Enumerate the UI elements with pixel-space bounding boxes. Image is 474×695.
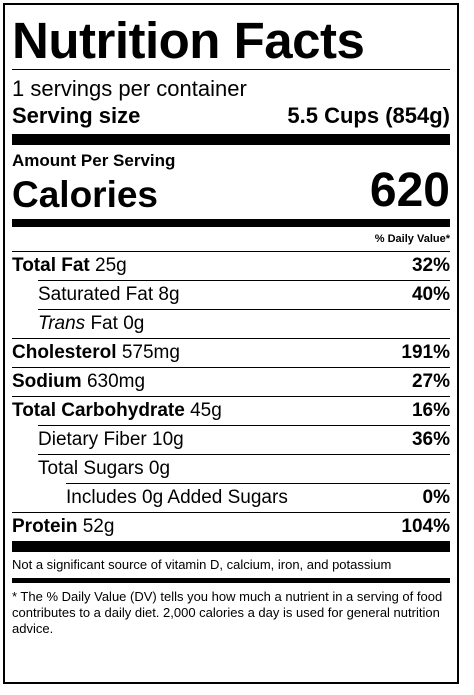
servings-per-container: 1 servings per container — [12, 76, 247, 101]
nutrient-amount: 25g — [95, 255, 127, 276]
nutrient-amount: 575mg — [121, 342, 180, 363]
nutrient-label: Fat — [90, 313, 118, 334]
nutrient-row-sodium: Sodium 630mg 27% — [12, 367, 450, 396]
not-significant-note: Not a significant source of vitamin D, c… — [12, 557, 392, 572]
serving-size-value: 5.5 Cups (854g) — [287, 103, 450, 128]
label-title: Nutrition Facts — [12, 12, 365, 69]
nutrient-amount: 0g — [123, 313, 145, 334]
nutrient-label: Saturated Fat — [38, 284, 154, 305]
nutrient-amount: 630mg — [86, 371, 146, 392]
nutrient-row-protein: Protein 52g 104% — [12, 512, 450, 541]
nutrient-row-added-sugars: Includes 0g Added Sugars 0% — [66, 483, 450, 512]
nutrient-dv: 16% — [411, 400, 450, 421]
divider-medium — [12, 578, 450, 583]
amount-per-serving: Amount Per Serving — [12, 151, 176, 170]
divider-thick — [12, 541, 450, 552]
nutrient-label: Total Fat — [12, 255, 90, 276]
nutrient-row-saturated-fat: Saturated Fat 8g 40% — [38, 280, 450, 309]
divider-medium — [12, 219, 450, 227]
nutrient-dv: 40% — [411, 284, 450, 305]
nutrient-row-total-carbohydrate: Total Carbohydrate 45g 16% — [12, 396, 450, 425]
nutrient-label: Sodium — [12, 371, 82, 392]
nutrient-label: Cholesterol — [12, 342, 117, 363]
daily-value-header: % Daily Value* — [374, 233, 450, 245]
nutrient-amount: 0g — [148, 458, 171, 479]
nutrient-row-total-sugars: Total Sugars 0g — [38, 454, 450, 483]
nutrient-label: Total Sugars — [38, 458, 144, 479]
nutrient-amount: 8g — [158, 284, 180, 305]
nutrient-label: Protein — [12, 516, 78, 537]
nutrient-amount: 10g — [152, 429, 184, 450]
serving-size-label: Serving size — [12, 103, 141, 128]
calories-label: Calories — [12, 174, 159, 215]
nutrient-row-cholesterol: Cholesterol 575mg 191% — [12, 338, 450, 367]
serving-size-row: Serving size 5.5 Cups (854g) — [12, 102, 450, 130]
calories-value: 620 — [369, 164, 450, 217]
nutrient-dv: 191% — [401, 342, 450, 363]
nutrient-row-dietary-fiber: Dietary Fiber 10g 36% — [38, 425, 450, 454]
nutrient-dv: 27% — [411, 371, 450, 392]
nutrient-label: Total Carbohydrate — [12, 400, 185, 421]
nutrient-row-trans-fat: Trans Fat 0g — [38, 309, 450, 338]
nutrient-dv: 104% — [401, 516, 450, 537]
nutrient-label: Dietary Fiber — [38, 429, 147, 450]
nutrition-facts-label: Nutrition Facts 1 servings per container… — [3, 3, 459, 684]
calories-row: Calories 620 — [12, 165, 450, 217]
nutrient-dv: 32% — [411, 255, 450, 276]
nutrient-amount: 45g — [190, 400, 222, 421]
daily-value-footnote: * The % Daily Value (DV) tells you how m… — [12, 589, 443, 636]
nutrient-row-total-fat: Total Fat 25g 32% — [12, 251, 450, 280]
nutrient-dv: 0% — [422, 487, 450, 508]
nutrient-amount: 52g — [82, 516, 115, 537]
nutrient-label-italic: Trans — [38, 313, 86, 334]
nutrient-label: Includes 0g Added Sugars — [66, 487, 288, 508]
nutrient-dv: 36% — [411, 429, 450, 450]
divider — [12, 69, 450, 70]
divider-thick — [12, 134, 450, 145]
